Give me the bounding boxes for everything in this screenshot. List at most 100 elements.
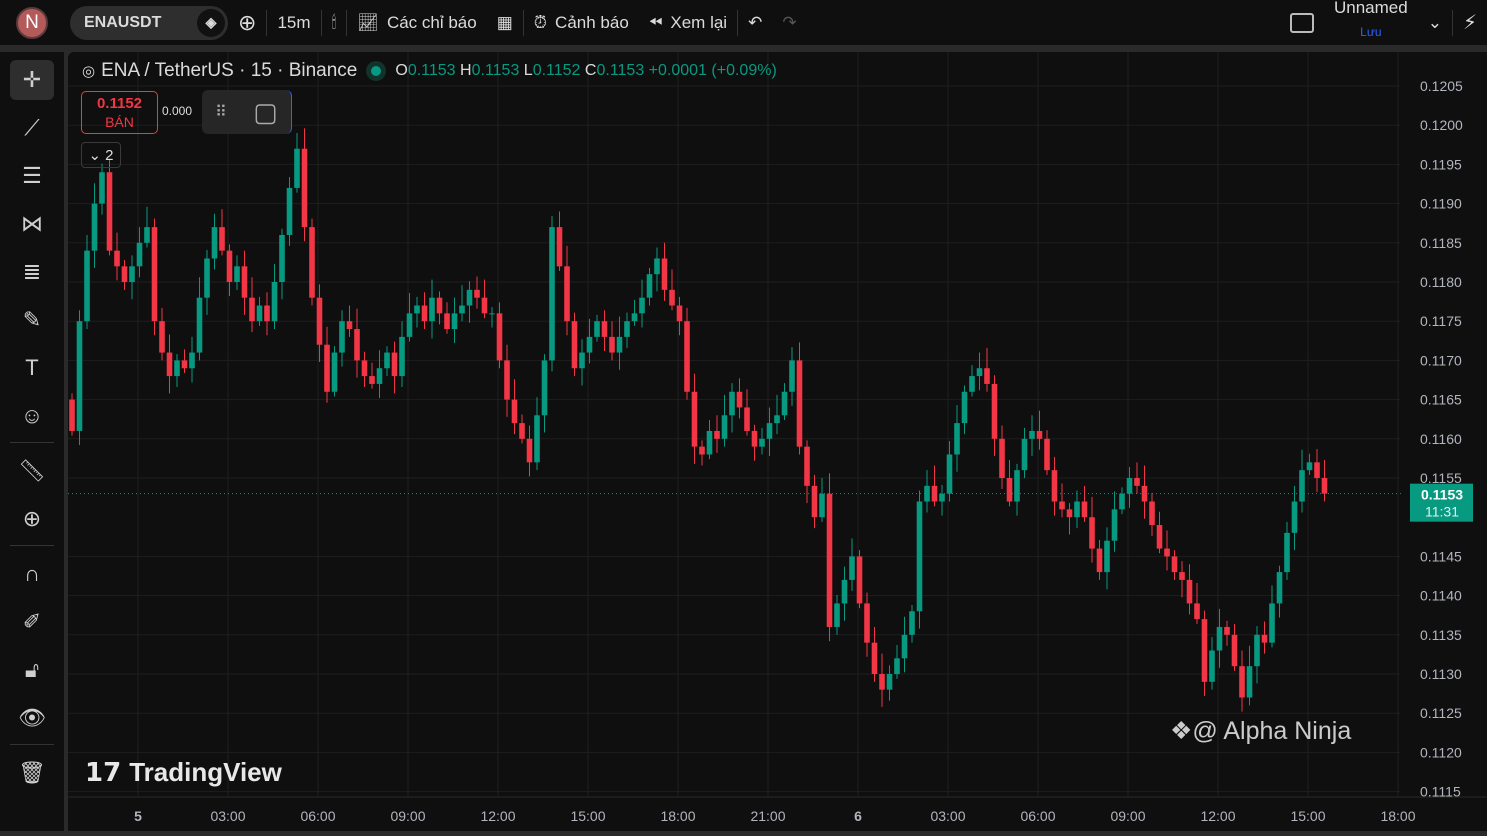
time-tick-label: 09:00 xyxy=(390,808,425,824)
price-tick-label: 0.1205 xyxy=(1420,78,1463,94)
candle-body xyxy=(384,352,390,369)
symbol-title[interactable]: ENA / TetherUS · 15 · Binance xyxy=(101,60,358,81)
templates-button[interactable]: ▦ xyxy=(487,0,523,45)
candle-body xyxy=(436,297,443,314)
candle-body xyxy=(916,501,923,612)
candle-body xyxy=(1051,470,1058,502)
candle-body xyxy=(91,203,98,251)
candle-body xyxy=(856,556,863,604)
crosshair-tool[interactable]: ✛ xyxy=(10,60,54,100)
redo-icon: ↷ xyxy=(782,12,797,32)
price-tick-label: 0.1115 xyxy=(1420,784,1461,800)
candle-body xyxy=(984,368,990,384)
price-tick-label: 0.1130 xyxy=(1420,666,1462,682)
candle-body xyxy=(969,376,975,392)
time-tick-label: 03:00 xyxy=(930,808,965,824)
diamond-icon[interactable]: ◈ xyxy=(197,8,225,37)
candle-body xyxy=(114,250,120,267)
chart-type-button[interactable]: 🕯︎ xyxy=(322,0,347,45)
replay-button[interactable]: ⏪︎ Xem lại xyxy=(639,0,737,45)
candle-body xyxy=(684,321,690,392)
price-tick-label: 0.1195 xyxy=(1420,156,1462,172)
lock-tool[interactable]: 🔓︎ xyxy=(10,650,54,690)
square-icon xyxy=(1289,12,1314,33)
brush-tool[interactable]: ✎ xyxy=(10,300,54,340)
floating-toolbar[interactable]: ⠿ ▢ xyxy=(202,90,292,134)
candle-body xyxy=(211,227,218,259)
candle-body xyxy=(886,674,893,690)
candle-body xyxy=(1059,501,1065,510)
l-label: L xyxy=(523,62,533,79)
sell-label: BÁN xyxy=(105,114,134,130)
fib-tool[interactable]: ☰ xyxy=(10,156,54,196)
candle-body xyxy=(601,321,608,337)
avatar[interactable]: N xyxy=(16,6,48,39)
redo-button[interactable]: ↷ xyxy=(772,0,806,45)
pattern-tool[interactable]: ⋈ xyxy=(10,204,54,244)
candle-body xyxy=(1014,470,1020,502)
candle-body xyxy=(1179,572,1185,580)
sell-button[interactable]: 0.1152 BÁN xyxy=(81,91,158,134)
candle-body xyxy=(339,321,345,353)
candle-body xyxy=(774,415,780,424)
zoom-tool[interactable]: ⊕ xyxy=(10,499,54,539)
trendline-tool[interactable]: ⟋ xyxy=(10,108,54,148)
candle-body xyxy=(924,485,930,502)
trash-icon: 🗑︎ xyxy=(18,760,46,785)
candle-body xyxy=(1239,666,1245,698)
chart-pane[interactable]: 0.1205 0.1200 0.1195 0.1190 0.1185 0.1180 0.11… xyxy=(68,52,1487,831)
price-tick-label: 0.1200 xyxy=(1420,117,1463,133)
candle-body xyxy=(781,391,788,416)
candle-body xyxy=(1284,532,1290,573)
price-tick-label: 0.1160 xyxy=(1420,431,1462,447)
emoji-tool[interactable]: ☺ xyxy=(10,396,54,436)
interval-button[interactable]: 15m xyxy=(267,0,320,45)
measure-tool[interactable]: 📏︎ xyxy=(10,451,54,491)
indicators-button[interactable]: 📈︎ Các chỉ báo xyxy=(347,0,486,45)
candle-body xyxy=(976,368,983,377)
ruler-icon: 📏︎ xyxy=(18,458,46,483)
symbol-search[interactable]: ENAUSDT ◈ xyxy=(70,5,228,40)
candles-icon: 🕯︎ xyxy=(331,12,337,32)
candle-body xyxy=(631,313,638,322)
candle-body xyxy=(759,438,765,447)
save-layout-button[interactable]: Unnamed Lưu xyxy=(1324,0,1418,45)
collapse-indicators-button[interactable]: ⌄ 2 xyxy=(81,142,121,168)
candle-body xyxy=(901,634,908,659)
candle-body xyxy=(714,430,720,439)
candlestick-chart[interactable]: 0.1205 0.1200 0.1195 0.1190 0.1185 0.1180 0.11… xyxy=(68,52,1487,831)
candle-body xyxy=(939,493,945,502)
indicator-count: 2 xyxy=(105,146,114,164)
tradingview-logo[interactable]: 𝟭𝟳 TradingView xyxy=(85,757,282,788)
price-tick-label: 0.1125 xyxy=(1420,705,1462,721)
candle-body xyxy=(834,603,840,627)
spread-value: 0.000 xyxy=(162,104,193,118)
candle-body xyxy=(1306,462,1313,471)
candle-body xyxy=(1321,478,1328,494)
stay-drawing-tool[interactable]: ✐ xyxy=(10,602,54,642)
undo-button[interactable]: ↶ xyxy=(738,0,772,45)
add-symbol-icon[interactable]: ⊕ xyxy=(238,9,257,35)
hide-tool[interactable]: 👁︎ xyxy=(10,698,54,738)
quick-search-button[interactable]: ⚡︎ xyxy=(1453,0,1487,45)
alerts-button[interactable]: ⏰︎ Cảnh báo xyxy=(524,0,639,45)
delete-tool[interactable]: 🗑︎ xyxy=(10,753,54,793)
time-tick-label: 18:00 xyxy=(1380,808,1415,824)
indicators-label: Các chỉ báo xyxy=(386,12,477,32)
forecast-tool[interactable]: ≣ xyxy=(10,252,54,292)
crosshair-icon: ✛ xyxy=(22,67,42,92)
candle-body xyxy=(369,376,375,384)
candle-body xyxy=(1134,478,1140,486)
close-value: 0.1153 xyxy=(596,62,645,79)
layout-button[interactable] xyxy=(1280,0,1324,45)
magnet-tool[interactable]: ∩ xyxy=(10,554,54,594)
ohlc-values: O0.1153 H0.1153 L0.1152 C0.1153 +0.0001 … xyxy=(395,62,776,80)
candle-body xyxy=(1156,525,1163,549)
candle-body xyxy=(376,368,383,384)
layout-menu-button[interactable]: ⌄ xyxy=(1418,0,1452,45)
candle-body xyxy=(751,430,758,447)
candle-body xyxy=(1269,603,1275,643)
drag-handle-icon[interactable]: ⠿ xyxy=(215,104,227,121)
select-rectangle-icon[interactable]: ▢ xyxy=(253,96,278,127)
text-tool[interactable]: T xyxy=(10,348,54,388)
